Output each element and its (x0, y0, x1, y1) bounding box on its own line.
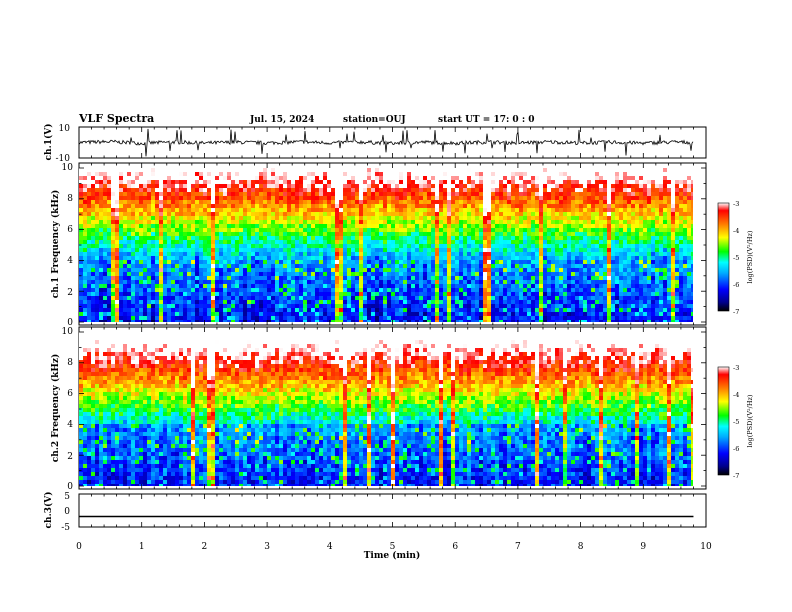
xtick-9: 9 (640, 542, 646, 552)
xtick-3: 3 (264, 542, 270, 552)
xtick-0: 0 (76, 542, 82, 552)
xtick-8: 8 (578, 542, 584, 552)
axis-ticks (78, 127, 707, 527)
spec1-ytick-0: 0 (67, 318, 73, 328)
cb2-tick-neg4: -4 (733, 391, 739, 399)
cb1-label: log(PSD)(V²/Hz) (746, 230, 754, 283)
cb2-label: log(PSD)(V²/Hz) (746, 394, 754, 447)
ch1-ytick-neg10: -10 (56, 154, 71, 164)
ch3-ytick-5: 5 (64, 492, 70, 502)
spec1-ytick-8: 8 (67, 194, 73, 204)
xaxis-label: Time (min) (364, 550, 421, 561)
xtick-7: 7 (515, 542, 521, 552)
spec2-ytick-10: 10 (62, 327, 74, 337)
colorbar-1 (717, 202, 730, 312)
start-time-label: start UT = 17: 0 : 0 (438, 115, 535, 125)
ch1-spectrogram-image (79, 168, 693, 322)
date-label: Jul. 15, 2024 (249, 115, 314, 125)
spec1-ytick-2: 2 (67, 288, 73, 298)
ch3-ylabel: ch.3(V) (43, 492, 54, 529)
cb2-tick-neg3: -3 (733, 364, 739, 372)
figure-title: VLF Spectra (78, 112, 154, 125)
cb1-tick-neg5: -5 (733, 254, 739, 262)
xtick-4: 4 (327, 542, 333, 552)
cb2-tick-neg5: -5 (733, 418, 739, 426)
spec1-ylabel: ch.1 Frequency (kHz) (50, 190, 61, 299)
station-label: station=OUJ (343, 115, 406, 125)
ch1-waveform-trace (78, 128, 694, 157)
spec2-ylabel: ch.2 Frequency (kHz) (50, 354, 61, 463)
spec2-ytick-6: 6 (67, 389, 73, 399)
cb2-tick-neg6: -6 (733, 445, 739, 453)
xtick-2: 2 (202, 542, 208, 552)
spec1-ytick-4: 4 (67, 256, 73, 266)
spec2-ytick-2: 2 (67, 452, 73, 462)
xtick-1: 1 (139, 542, 145, 552)
spec1-ytick-6: 6 (67, 225, 73, 235)
xtick-10: 10 (700, 542, 712, 552)
cb1-tick-neg6: -6 (733, 281, 739, 289)
cb1-tick-neg7: -7 (733, 308, 739, 316)
colorbar-2 (717, 366, 730, 476)
xtick-6: 6 (452, 542, 458, 552)
spec2-ytick-8: 8 (67, 358, 73, 368)
cb1-tick-neg4: -4 (733, 227, 739, 235)
cb2-tick-neg7: -7 (733, 472, 739, 480)
ch3-ytick-0: 0 (64, 507, 70, 517)
ch2-spectrogram-image (79, 332, 693, 486)
spec1-ytick-10: 10 (62, 163, 74, 173)
ch1-ylabel: ch.1(V) (43, 124, 54, 161)
ch1-ytick-10: 10 (59, 124, 71, 134)
xtick-5: 5 (390, 542, 396, 552)
spec2-ytick-4: 4 (67, 420, 73, 430)
cb1-tick-neg3: -3 (733, 200, 739, 208)
spec2-ytick-0: 0 (67, 482, 73, 492)
ch3-ytick-neg5: -5 (61, 523, 70, 533)
